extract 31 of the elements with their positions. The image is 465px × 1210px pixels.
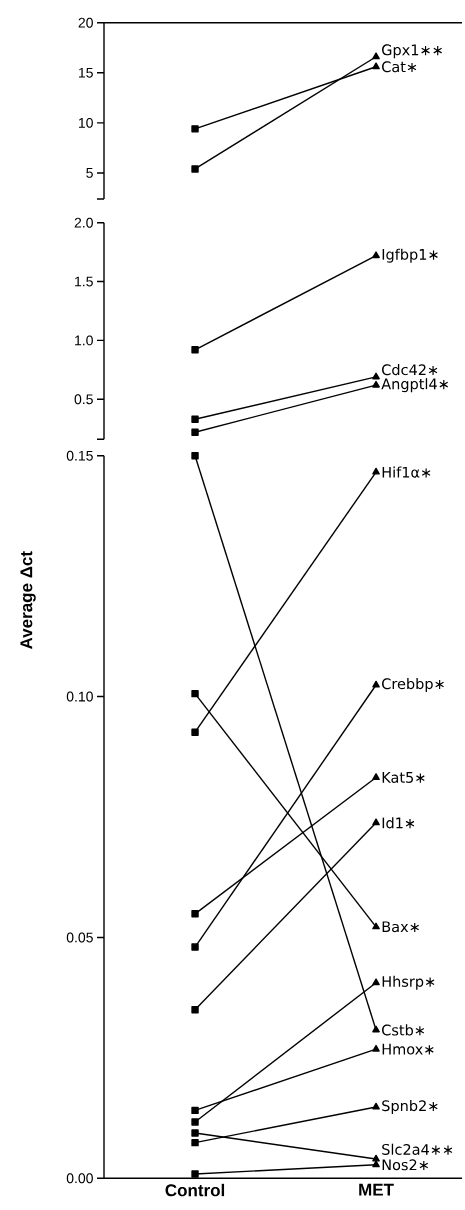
series-label: Hmox∗: [382, 1043, 434, 1055]
y-tick-label: 1.5: [75, 276, 93, 287]
series-label: Cstb∗: [382, 1024, 425, 1036]
series-label: Nos2∗: [382, 1159, 429, 1171]
series-label: Bax∗: [382, 921, 419, 933]
y-tick-label: 10: [78, 117, 93, 128]
series-label: Kat5∗: [382, 772, 425, 783]
x-tick-label: MET: [359, 1183, 394, 1196]
y-tick-label: 0.05: [66, 932, 93, 943]
y-tick-label: 20: [78, 17, 93, 28]
y-tick-label: 0.00: [66, 1173, 93, 1184]
y-tick-label: 2.0: [74, 217, 93, 228]
series-label: Spnb2∗: [382, 1099, 438, 1115]
series-label: Hif1α∗: [382, 466, 431, 478]
series-label: Gpx1∗∗: [382, 44, 442, 59]
y-tick-label: 15: [78, 67, 93, 78]
series-label: Id1∗: [382, 817, 415, 829]
y-tick-label: 1.0: [75, 335, 93, 346]
series-label: Igfbp1∗: [382, 248, 438, 263]
series-label: Crebbp∗: [382, 677, 444, 693]
y-tick-label: 5: [86, 168, 93, 178]
y-axis-title: Average Δct: [20, 551, 36, 650]
series-label: Angptl4∗: [381, 378, 448, 393]
y-tick-label: 0.15: [66, 450, 93, 461]
series-label: Cat∗: [382, 61, 417, 73]
series-label: Slc2a4∗∗: [382, 1143, 453, 1155]
series-label: Cdc42∗: [382, 364, 438, 376]
series-label: Hhsrp∗: [382, 975, 435, 990]
y-tick-label: 0.10: [66, 691, 93, 702]
y-tick-label: 0.5: [74, 394, 93, 405]
x-tick-label: Control: [165, 1183, 225, 1197]
